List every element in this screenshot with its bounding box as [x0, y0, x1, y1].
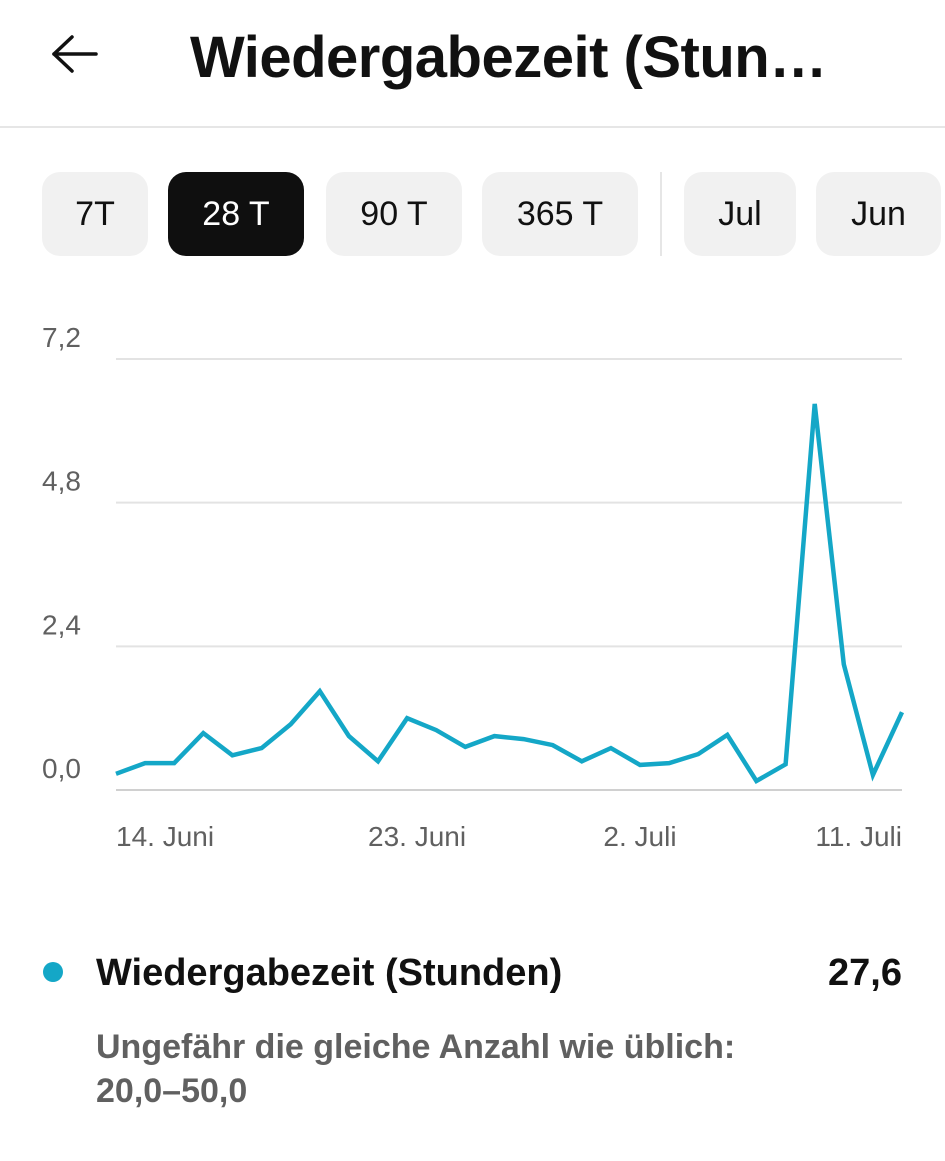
time-range-selector: 7T 28 T 90 T 365 T Jul Jun: [0, 172, 945, 258]
y-tick-label: 7,2: [42, 322, 81, 353]
y-tick-label: 0,0: [42, 753, 81, 784]
x-tick-label: 2. Juli: [603, 821, 676, 852]
line-chart: 7,2 4,8 2,4 0,0 14. Juni 23. Juni 2. Juli 11. J…: [42, 322, 905, 852]
top-bar: Wiedergabezeit (Stun…: [0, 0, 945, 128]
page-title: Wiedergabezeit (Stun…: [190, 25, 827, 90]
back-button[interactable]: [40, 22, 110, 86]
x-tick-label: 23. Juni: [368, 821, 466, 852]
chip-divider: [660, 172, 662, 256]
legend-dot: [43, 962, 63, 982]
watch-time-chart: 7,2 4,8 2,4 0,0 14. Juni 23. Juni 2. Juli 11. J…: [0, 300, 945, 880]
chip-july[interactable]: Jul: [684, 172, 796, 256]
comparison-note-line-1: Ungefähr die gleiche Anzahl wie üblich:: [96, 1028, 736, 1066]
chip-28-days[interactable]: 28 T: [168, 172, 304, 256]
y-tick-label: 2,4: [42, 609, 81, 640]
chip-june[interactable]: Jun: [816, 172, 941, 256]
chip-90-days[interactable]: 90 T: [326, 172, 462, 256]
y-tick-label: 4,8: [42, 466, 81, 497]
x-tick-label: 11. Juli: [815, 821, 902, 852]
comparison-note: Ungefähr die gleiche Anzahl wie üblich: …: [96, 1025, 856, 1113]
chip-7-days[interactable]: 7T: [42, 172, 148, 256]
total-value: 27,6: [828, 952, 902, 994]
x-tick-label: 14. Juni: [116, 821, 214, 852]
chip-365-days[interactable]: 365 T: [482, 172, 638, 256]
legend-label: Wiedergabezeit (Stunden): [96, 952, 563, 994]
series-line: [115, 403, 905, 785]
arrow-left-icon: [52, 35, 98, 73]
comparison-range: 20,0–50,0: [96, 1072, 248, 1110]
